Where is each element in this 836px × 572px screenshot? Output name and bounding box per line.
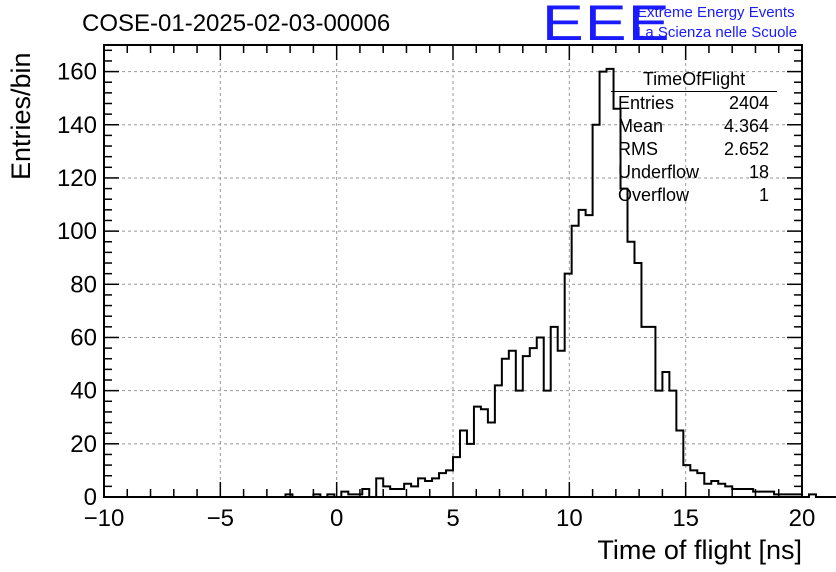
histogram-bin	[488, 423, 495, 497]
histogram-bin	[725, 486, 732, 497]
stats-row: Mean 4.364	[611, 115, 777, 138]
stats-value: 4.364	[723, 116, 769, 136]
histogram-bin	[537, 337, 544, 497]
histogram-bin	[648, 327, 655, 497]
histogram-bin	[432, 478, 439, 497]
y-tick-label: 60	[70, 324, 97, 351]
histogram-bin	[621, 189, 628, 497]
histogram-bin	[558, 351, 565, 497]
y-tick-label: 140	[57, 112, 97, 139]
histogram-bin	[390, 489, 397, 497]
histogram-bin	[634, 263, 641, 497]
x-tick-label: 20	[789, 505, 816, 532]
histogram-bin	[376, 478, 383, 497]
histogram-bin	[460, 431, 467, 497]
histogram-bin	[551, 327, 558, 497]
stats-label: RMS	[618, 139, 658, 159]
stats-row: Entries 2404	[611, 92, 777, 115]
stats-row: Overflow 1	[611, 184, 777, 207]
y-tick-label: 100	[57, 218, 97, 245]
stats-label: Underflow	[618, 162, 700, 182]
chart-title: COSE-01-2025-02-03-00006	[82, 10, 391, 37]
histogram-bin	[593, 125, 600, 497]
stats-label: Mean	[618, 116, 664, 136]
histogram-bin	[704, 484, 711, 497]
stats-row: Underflow 18	[611, 161, 777, 184]
stats-label: Overflow	[618, 185, 690, 205]
histogram-bin	[739, 489, 746, 497]
stats-row: RMS 2.652	[611, 138, 777, 161]
histogram-bin	[383, 486, 390, 497]
histogram-bin	[586, 215, 593, 497]
histogram-bin	[453, 457, 460, 497]
histogram-bin	[418, 478, 425, 497]
histogram-bin	[732, 489, 739, 497]
stats-value: 2.652	[723, 139, 769, 159]
histogram-bin	[628, 242, 635, 497]
histogram-bin	[641, 327, 648, 497]
y-tick-label: 120	[57, 165, 97, 192]
histogram-bin	[746, 489, 753, 497]
y-tick-label: 40	[70, 378, 97, 405]
stats-title: TimeOfFlight	[611, 69, 777, 92]
stats-value: 2404	[728, 93, 769, 113]
histogram-bin	[481, 409, 488, 497]
histogram-bin	[509, 351, 516, 497]
histogram-bin	[411, 486, 418, 497]
histogram-bin	[502, 359, 509, 497]
histogram-bin	[718, 484, 725, 497]
histogram-bin	[495, 385, 502, 497]
histogram-bin	[711, 481, 718, 497]
histogram-bin	[397, 489, 404, 497]
logo-line-2: La Scienza nelle Scuole	[637, 24, 798, 41]
histogram-bin	[683, 465, 690, 497]
stats-box: TimeOfFlight Entries 2404 Mean 4.364 RMS 2.…	[611, 69, 777, 207]
eee-logo: EEE	[542, 0, 671, 51]
x-tick-label: 0	[330, 505, 343, 532]
x-tick-label: −10	[84, 505, 125, 532]
histogram-bin	[530, 348, 537, 497]
y-tick-label: 0	[84, 484, 97, 511]
histogram-bin	[523, 356, 530, 497]
histogram-bin	[676, 431, 683, 497]
stats-value: 1	[758, 185, 769, 205]
x-axis-label: Time of flight [ns]	[597, 535, 802, 565]
histogram-bin	[572, 226, 579, 497]
histogram-bin	[362, 489, 369, 497]
histogram-bin	[446, 470, 453, 497]
histogram-bin	[565, 274, 572, 497]
stats-label: Entries	[618, 93, 675, 113]
histogram-bin	[697, 473, 704, 497]
histogram-bin	[425, 481, 432, 497]
histogram-bin	[467, 444, 474, 497]
x-tick-label: 5	[446, 505, 459, 532]
histogram-bin	[474, 407, 481, 497]
y-tick-label: 160	[57, 59, 97, 86]
stats-value: 18	[748, 162, 769, 182]
x-tick-label: 10	[556, 505, 583, 532]
histogram-bin	[439, 473, 446, 497]
histogram-bin	[404, 484, 411, 497]
logo-line-1: Extreme Energy Events	[637, 4, 795, 21]
y-tick-label: 80	[70, 271, 97, 298]
x-tick-label: −5	[207, 505, 234, 532]
histogram-bin	[579, 210, 586, 497]
y-tick-label: 20	[70, 431, 97, 458]
x-tick-label: 15	[672, 505, 699, 532]
y-axis-label: Entries/bin	[6, 52, 36, 180]
histogram-bin	[690, 470, 697, 497]
